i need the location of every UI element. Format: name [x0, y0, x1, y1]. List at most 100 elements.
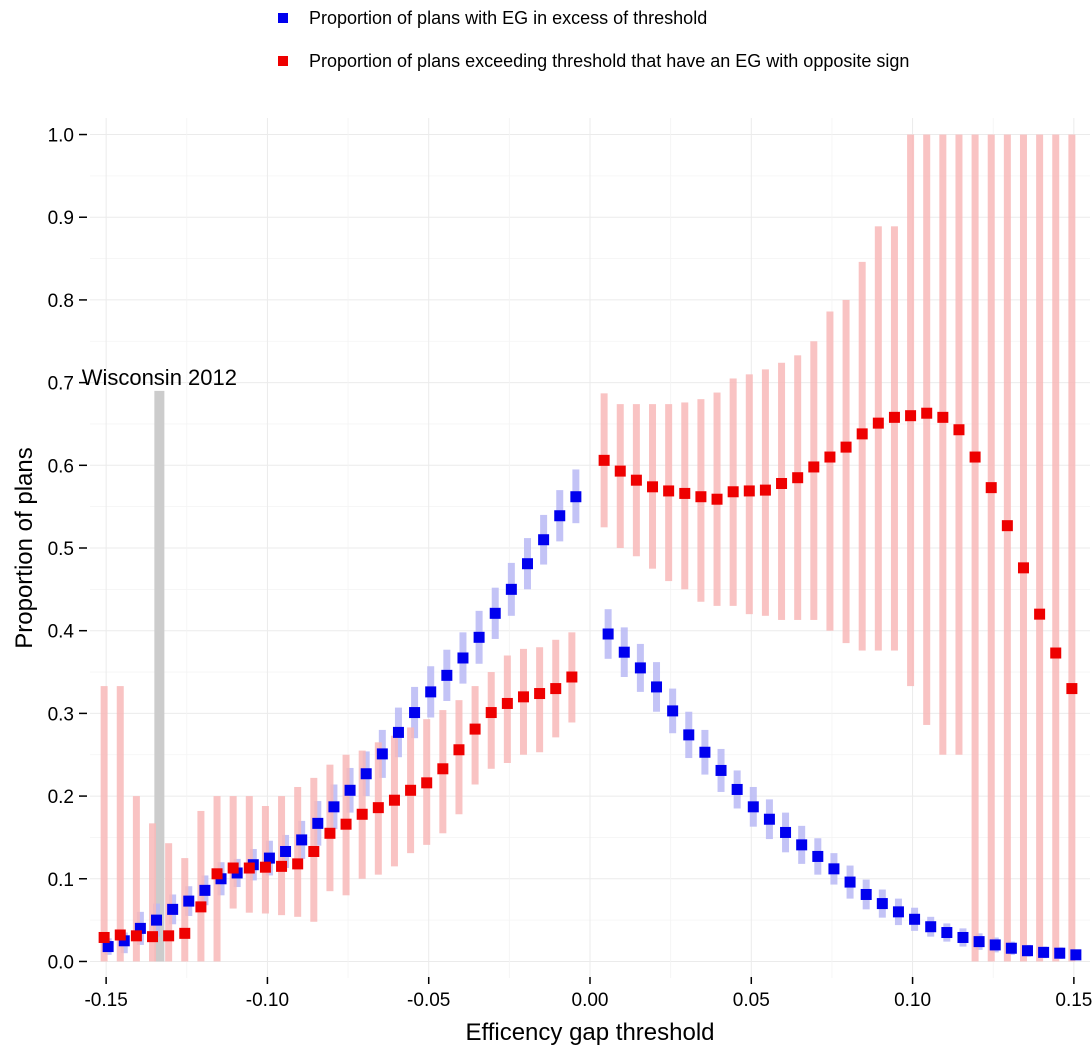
series-1-point — [538, 534, 550, 546]
series-1-point — [618, 646, 630, 658]
x-tick-label: 0.05 — [733, 990, 770, 1011]
x-tick-label: 0.10 — [894, 990, 931, 1011]
series-2-point — [921, 407, 933, 419]
series-2-error-band — [100, 686, 108, 962]
x-tick-label: 0.00 — [572, 990, 609, 1011]
series-1-point — [909, 913, 921, 925]
series-1-point — [183, 895, 195, 907]
series-2-point — [614, 465, 626, 477]
x-tick-label: -0.10 — [246, 990, 289, 1011]
series-2-point — [437, 763, 449, 775]
series-2-error-band — [890, 226, 898, 651]
series-2-point — [147, 931, 159, 943]
series-2-error-band — [1068, 134, 1076, 962]
series-1-point — [876, 898, 888, 910]
x-axis-title: Efficency gap threshold — [465, 1019, 714, 1046]
series-2-point — [453, 744, 465, 756]
series-1-point — [860, 888, 872, 900]
series-1-point — [667, 705, 679, 717]
series-2-point — [469, 723, 481, 735]
series-2-point — [485, 707, 497, 719]
legend-label-2: Proportion of plans exceeding threshold … — [309, 51, 909, 71]
series-1-point — [167, 903, 179, 915]
series-1-point — [312, 817, 324, 829]
series-2-point — [727, 486, 739, 498]
series-2-point — [630, 474, 642, 486]
series-2-error-band — [955, 134, 963, 755]
series-2-error-band — [181, 858, 189, 962]
series-2-point — [566, 671, 578, 683]
series-2-point — [324, 827, 336, 839]
series-2-error-band — [1052, 134, 1060, 962]
y-axis-title: Proportion of plans — [11, 447, 38, 648]
series-2-point — [195, 901, 207, 913]
y-tick-label: 0.0 — [48, 952, 74, 973]
series-2-error-band — [165, 843, 173, 962]
series-2-point — [743, 485, 755, 497]
y-tick-label: 0.4 — [48, 622, 75, 643]
series-2-point — [711, 493, 723, 505]
series-1-point — [263, 852, 275, 864]
series-2-error-band — [874, 226, 882, 651]
series-2-point — [792, 472, 804, 484]
series-2-point — [856, 428, 868, 440]
series-1-point — [199, 884, 211, 896]
series-2-error-band — [1003, 134, 1011, 962]
series-1-point — [425, 686, 437, 698]
series-2-point — [550, 683, 562, 695]
series-2-error-band — [487, 672, 495, 769]
series-2-point — [243, 862, 255, 874]
series-2-point — [534, 688, 546, 700]
data-points — [98, 407, 1082, 961]
series-2-error-band — [794, 355, 802, 620]
series-2-point — [517, 691, 529, 703]
series-2-error-band — [842, 299, 850, 644]
legend: Proportion of plans with EG in excess of… — [278, 8, 909, 71]
series-1-point — [441, 669, 453, 681]
series-2-point — [808, 461, 820, 473]
series-2-point — [292, 858, 304, 870]
series-2-point — [647, 481, 659, 493]
series-2-error-band — [987, 134, 995, 962]
legend-label-1: Proportion of plans with EG in excess of… — [309, 8, 707, 28]
series-2-error-band — [455, 700, 463, 815]
wisconsin-2012-bar — [154, 390, 165, 962]
series-2-point — [969, 451, 981, 463]
series-1-point — [941, 927, 953, 939]
series-2-point — [937, 411, 949, 423]
series-2-error-band — [536, 647, 544, 753]
annotation: Wisconsin 2012 — [82, 365, 237, 962]
series-1-point — [1070, 949, 1082, 961]
series-2-error-band — [294, 786, 302, 917]
y-tick-label: 1.0 — [48, 126, 74, 147]
series-2-point — [663, 485, 675, 497]
series-1-point — [796, 839, 808, 851]
series-2-point — [679, 487, 691, 499]
series-1-point — [296, 834, 308, 846]
x-tick-label: 0.15 — [1055, 990, 1092, 1011]
y-tick-label: 0.8 — [48, 291, 74, 312]
series-2-error-band — [858, 261, 866, 651]
series-1-point — [634, 662, 646, 674]
series-2-error-band — [939, 134, 947, 755]
series-2-point — [953, 424, 965, 436]
series-2-error-band — [229, 796, 237, 909]
series-2-point — [905, 410, 917, 422]
series-1-point — [892, 906, 904, 918]
series-1-point — [521, 558, 533, 570]
y-tick-label: 0.3 — [48, 704, 74, 725]
series-1-point — [828, 863, 840, 875]
series-1-point — [780, 826, 792, 838]
series-2-point — [308, 845, 320, 857]
series-2-point — [1001, 520, 1013, 532]
series-1-point — [699, 746, 711, 758]
series-1-point — [747, 801, 759, 813]
series-1-point — [1005, 942, 1017, 954]
series-2-point — [888, 411, 900, 423]
series-2-error-band — [778, 362, 786, 620]
series-2-error-band — [971, 134, 979, 962]
series-1-point — [134, 922, 146, 934]
series-2-point — [405, 784, 417, 796]
series-2-point — [227, 862, 239, 874]
